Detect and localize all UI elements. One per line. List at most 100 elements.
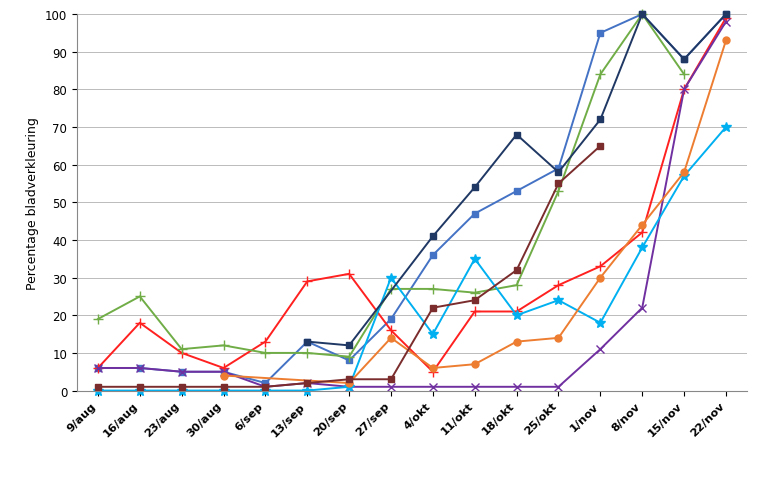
2018 [261,384,270,390]
2016 [261,339,270,345]
Line: 2019: 2019 [93,123,731,396]
2016 [136,320,145,326]
2022 [428,305,437,311]
2020 [596,275,605,281]
2022 [344,377,353,383]
2018 [721,20,731,26]
Line: 2018: 2018 [94,19,730,391]
2016 [177,350,186,356]
2017 [638,12,647,18]
2016 [428,369,437,375]
2021 [470,185,480,191]
2019 [344,384,353,390]
2022 [219,384,228,390]
2019 [721,125,731,131]
2019 [136,388,145,394]
2017 [554,188,563,194]
2015 [219,369,228,375]
2020 [344,380,353,386]
2018 [512,384,521,390]
2015 [470,211,480,217]
Line: 2015: 2015 [95,12,729,387]
2021 [721,12,731,18]
2021 [596,117,605,123]
2017 [428,286,437,292]
2022 [387,377,396,383]
2016 [387,328,396,334]
2017 [93,317,102,323]
Line: 2020: 2020 [220,38,729,387]
2015 [93,365,102,371]
2019 [512,313,521,319]
2019 [638,245,647,251]
Line: 2017: 2017 [93,10,689,362]
2022 [470,298,480,304]
2022 [136,384,145,390]
2019 [303,388,312,394]
2015 [596,31,605,37]
2020 [219,373,228,379]
2020 [470,362,480,368]
2020 [554,335,563,341]
2015 [721,12,731,18]
2022 [512,268,521,274]
2019 [261,388,270,394]
2018 [387,384,396,390]
2021 [512,132,521,138]
2016 [596,264,605,270]
2018 [219,369,228,375]
2017 [470,290,480,296]
2020 [638,222,647,228]
2018 [596,347,605,353]
2017 [344,354,353,360]
Line: 2016: 2016 [93,14,731,377]
2019 [428,332,437,338]
2020 [679,170,688,176]
2015 [261,380,270,386]
2016 [512,309,521,315]
2018 [470,384,480,390]
2019 [177,388,186,394]
2018 [428,384,437,390]
2022 [596,143,605,149]
2022 [93,384,102,390]
2015 [136,365,145,371]
2017 [679,72,688,78]
2016 [554,283,563,289]
2020 [428,365,437,371]
2016 [219,365,228,371]
2019 [596,320,605,326]
2017 [177,347,186,353]
2020 [512,339,521,345]
Line: 2022: 2022 [95,143,604,390]
2015 [303,339,312,345]
2022 [261,384,270,390]
2021 [679,57,688,63]
2017 [387,286,396,292]
2015 [638,12,647,18]
2018 [136,365,145,371]
2019 [93,388,102,394]
2015 [512,188,521,194]
2017 [136,294,145,300]
2017 [261,350,270,356]
2021 [344,343,353,349]
2017 [219,343,228,349]
2015 [387,317,396,323]
2016 [344,272,353,278]
2015 [679,57,688,63]
2016 [93,365,102,371]
2016 [679,87,688,93]
Y-axis label: Percentage bladverkleuring: Percentage bladverkleuring [26,117,39,289]
2016 [470,309,480,315]
2020 [387,335,396,341]
2019 [387,275,396,281]
2022 [554,181,563,187]
2018 [303,380,312,386]
2016 [303,279,312,285]
2018 [554,384,563,390]
2021 [554,170,563,176]
2021 [303,339,312,345]
2022 [177,384,186,390]
2015 [554,166,563,172]
